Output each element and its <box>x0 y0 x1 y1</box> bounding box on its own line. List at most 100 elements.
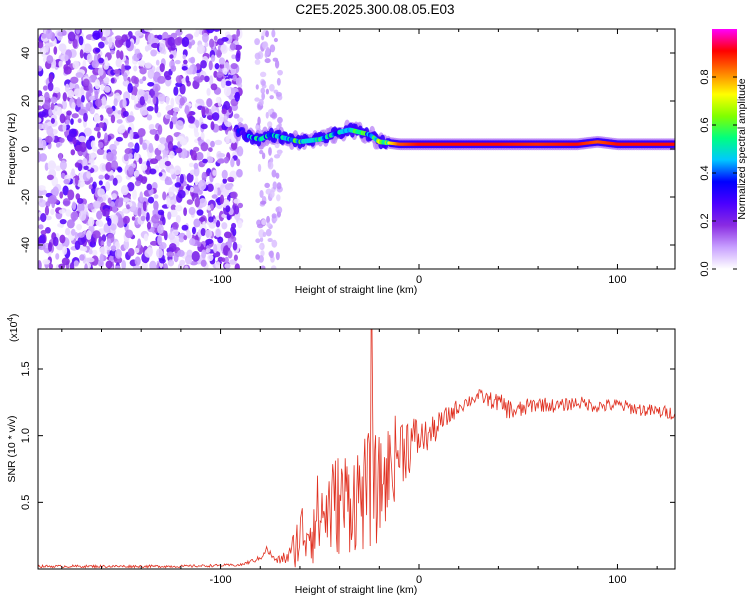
spectrogram-noise-speck <box>50 117 55 124</box>
spectrogram-noise-speck <box>224 183 233 191</box>
spectrogram-noise-speck <box>212 169 217 177</box>
spectrogram-noise-speck <box>165 75 172 81</box>
spectrogram-noise-speck <box>167 211 172 220</box>
spectrogram-noise-speck <box>209 203 214 210</box>
spectrogram-noise-speck <box>261 92 266 100</box>
spectrogram-noise-speck <box>233 198 241 204</box>
spectrogram-noise-speck <box>212 112 220 121</box>
spectrogram-noise-speck <box>202 220 207 230</box>
spectrogram-noise-speck <box>173 165 182 176</box>
spectrogram-noise-speck <box>223 67 228 75</box>
spectrogram-noise-speck <box>64 227 71 236</box>
spectrogram-noise-speck <box>103 207 110 217</box>
spectrogram-noise-speck <box>133 65 138 72</box>
spectrogram-noise-speck <box>59 219 67 225</box>
spectrogram-noise-speck <box>265 46 270 56</box>
spectrogram-noise-speck <box>177 263 183 269</box>
spectrogram-noise-speck <box>225 34 233 44</box>
spectrogram-noise-speck <box>167 141 174 151</box>
spectrogram-noise-speck <box>175 214 181 224</box>
spectrogram-noise-speck <box>196 241 202 248</box>
spectrogram-noise-speck <box>223 100 231 111</box>
spectrogram-noise-speck <box>79 141 87 153</box>
spectrogram-noise-speck <box>154 103 159 114</box>
spectrogram-noise-speck <box>88 135 96 142</box>
spectrogram-noise-speck <box>44 135 53 143</box>
spectrogram-noise-speck <box>217 236 224 244</box>
spectrogram-noise-speck <box>182 54 187 60</box>
spectrogram-noise-speck <box>159 63 165 73</box>
spectrogram-noise-speck <box>47 241 53 252</box>
spectrogram-noise-speck <box>264 58 271 64</box>
spectrogram-noise-speck <box>46 126 54 136</box>
spectrogram-noise-speck <box>191 226 196 235</box>
spectrogram-noise-speck <box>121 63 125 74</box>
spectrogram-noise-speck <box>104 173 110 180</box>
spectrogram-noise-speck <box>195 29 200 36</box>
spectrogram-noise-speck <box>195 119 200 128</box>
spectrogram-noise-speck <box>134 180 141 187</box>
spectrogram-noise-speck <box>38 105 43 111</box>
spectrogram-noise-speck <box>38 260 42 269</box>
spectrogram-noise-speck <box>93 114 101 123</box>
spectrogram-noise-speck <box>106 107 114 115</box>
spectrogram-noise-speck <box>83 127 92 137</box>
spectrogram-noise-speck <box>48 109 53 117</box>
spectrogram-noise-speck <box>110 223 117 231</box>
spectrogram-noise-speck <box>153 200 159 211</box>
spectrogram-noise-speck <box>223 115 228 126</box>
spectrogram-noise-speck <box>155 59 160 66</box>
spectrogram-noise-speck <box>149 128 158 135</box>
spectrogram-noise-speck <box>70 211 79 221</box>
spectrogram-noise-speck <box>179 97 185 106</box>
spectrogram-noise-speck <box>101 96 107 106</box>
spectrogram-noise-speck <box>174 37 183 46</box>
spectrogram-noise-speck <box>76 96 82 108</box>
spectrogram-noise-speck <box>105 181 111 192</box>
spectrogram-noise-speck <box>144 62 152 69</box>
spectrogram-noise-speck <box>200 228 206 237</box>
spectrogram-noise-speck <box>206 87 211 96</box>
spectrogram-noise-speck <box>143 233 149 242</box>
spectrogram-noise-speck <box>96 210 103 220</box>
spectrogram-noise-speck <box>225 136 230 145</box>
spectrogram-noise-speck <box>106 151 114 162</box>
spectrogram-noise-speck <box>130 94 136 101</box>
spectrogram-noise-speck <box>134 142 140 154</box>
spectrogram-noise-speck <box>220 44 228 54</box>
spectrogram-noise-speck <box>105 161 113 172</box>
spectrogram-noise-speck <box>223 156 230 164</box>
spectrogram-noise-speck <box>125 39 131 49</box>
spectrogram-noise-speck <box>100 83 105 92</box>
spectrogram-noise-speck <box>74 162 80 168</box>
spectrogram-noise-speck <box>73 88 82 97</box>
spectrogram-noise-speck <box>164 160 171 167</box>
spectrogram-noise-speck <box>259 149 264 155</box>
spectrogram-noise-speck <box>123 65 132 70</box>
snr-series-line <box>38 329 675 569</box>
spectrogram-noise-speck <box>229 43 237 51</box>
spectrogram-noise-speck <box>186 172 194 183</box>
spectrogram-noise-speck <box>79 49 84 59</box>
spectrogram-noise-speck <box>195 98 204 104</box>
spectrogram-noise-speck <box>157 93 166 102</box>
spectrogram-noise-speck <box>146 183 153 191</box>
spectrogram-noise-speck <box>235 52 241 63</box>
spectrogram-noise-speck <box>214 139 223 146</box>
spectrogram-noise-speck <box>56 243 64 251</box>
spectrogram-noise-speck <box>214 63 220 70</box>
snr-y-scale-exponent: 4 <box>6 317 15 322</box>
spectrogram-y-tick-label: 0 <box>20 146 32 152</box>
spectrogram-noise-speck <box>157 75 166 84</box>
spectrogram-noise-speck <box>229 259 237 265</box>
spectrogram-noise-speck <box>45 42 49 53</box>
spectrogram-noise-speck <box>122 215 130 224</box>
spectrogram-noise-speck <box>269 250 274 259</box>
spectrogram-noise-speck <box>170 97 175 108</box>
spectrogram-noise-speck <box>210 140 215 148</box>
spectrogram-noise-speck <box>209 75 214 86</box>
spectrogram-noise-speck <box>174 59 181 65</box>
spectrogram-noise-speck <box>273 154 281 159</box>
spectrogram-noise-speck <box>99 246 108 255</box>
